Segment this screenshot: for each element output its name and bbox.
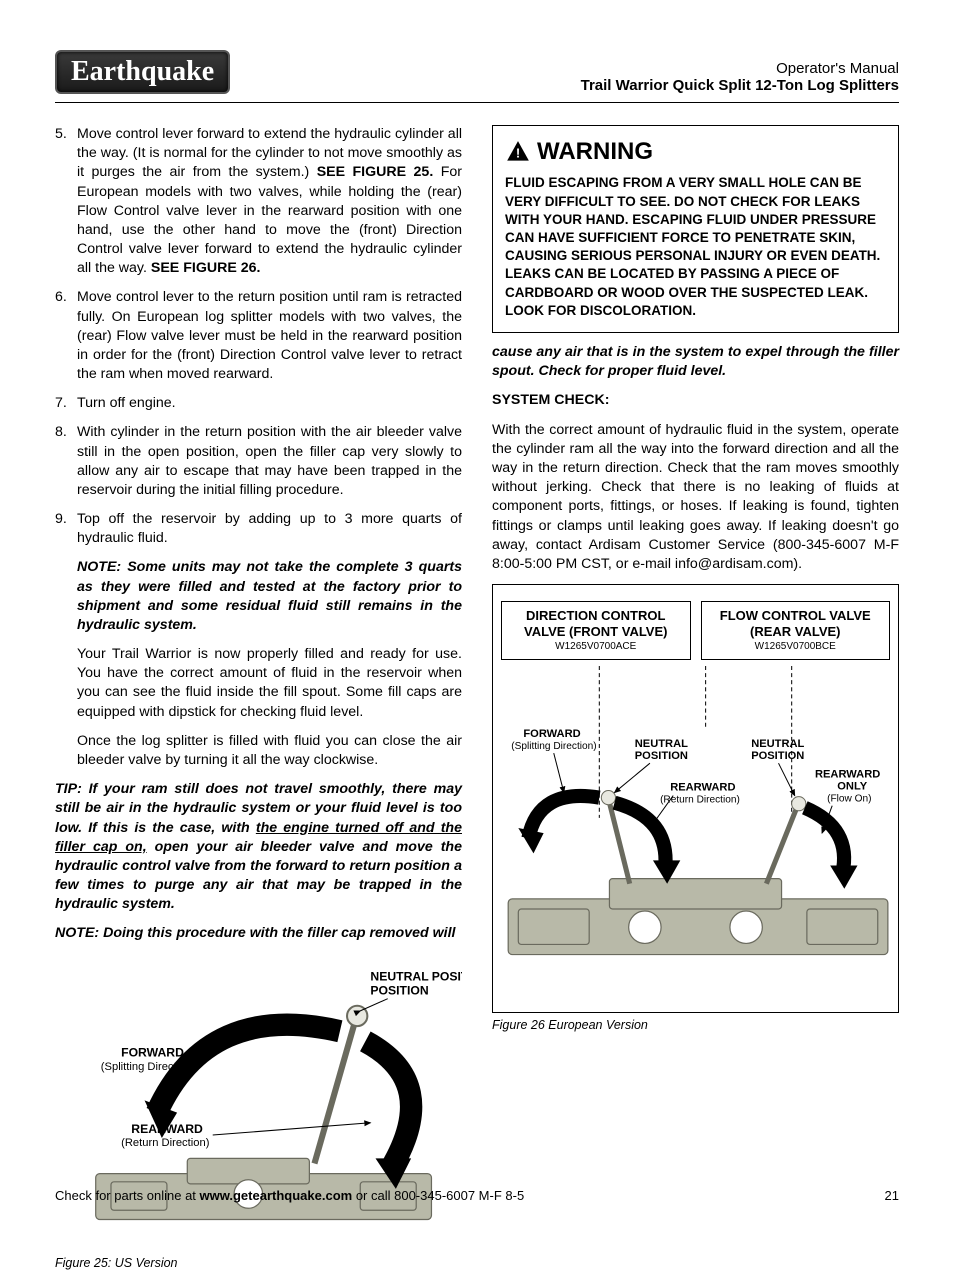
system-check-heading: SYSTEM CHECK: bbox=[492, 391, 899, 410]
flow-valve-box: FLOW CONTROL VALVE (REAR VALVE) W1265V07… bbox=[701, 601, 891, 660]
svg-text:FORWARD: FORWARD bbox=[523, 728, 580, 740]
svg-text:(Return Direction): (Return Direction) bbox=[660, 795, 740, 806]
svg-text:POSITION: POSITION bbox=[635, 750, 688, 762]
step-9: Top off the reservoir by adding up to 3 … bbox=[77, 510, 462, 548]
svg-text:!: ! bbox=[516, 146, 520, 161]
header-rule bbox=[55, 102, 899, 103]
warning-title: ! WARNING bbox=[505, 136, 886, 168]
figure-26-wrap: DIRECTION CONTROL VALVE (FRONT VALVE) W1… bbox=[492, 584, 899, 1013]
svg-text:POSITION: POSITION bbox=[370, 983, 428, 997]
product-title: Trail Warrior Quick Split 12-Ton Log Spl… bbox=[581, 77, 899, 94]
svg-text:NEUTRAL: NEUTRAL bbox=[751, 738, 804, 750]
left-column: 5.Move control lever forward to extend t… bbox=[55, 125, 462, 1271]
note-end: NOTE: Doing this procedure with the fill… bbox=[55, 924, 462, 943]
page-footer: Check for parts online at www.getearthqu… bbox=[55, 1188, 899, 1203]
svg-text:(Return Direction): (Return Direction) bbox=[121, 1137, 210, 1149]
note-9: NOTE: Some units may not take the comple… bbox=[77, 558, 462, 635]
svg-text:NEUTRAL: NEUTRAL bbox=[635, 738, 688, 750]
page-number: 21 bbox=[885, 1188, 899, 1203]
svg-text:NEUTRAL POSITION: NEUTRAL POSITION bbox=[370, 969, 462, 983]
para-close-valve: Once the log splitter is filled with flu… bbox=[77, 732, 462, 770]
step-7: Turn off engine. bbox=[77, 394, 462, 413]
warning-body: FLUID ESCAPING FROM A VERY SMALL HOLE CA… bbox=[505, 174, 886, 320]
svg-text:ONLY: ONLY bbox=[837, 781, 867, 793]
system-check-body: With the correct amount of hydraulic flu… bbox=[492, 421, 899, 574]
manual-label: Operator's Manual bbox=[581, 60, 899, 77]
step-6: Move control lever to the return positio… bbox=[77, 288, 462, 384]
svg-text:REARWARD: REARWARD bbox=[815, 768, 880, 780]
svg-text:FORWARD: FORWARD bbox=[121, 1045, 184, 1059]
cont-note: cause any air that is in the system to e… bbox=[492, 343, 899, 381]
figure-26-caption: Figure 26 European Version bbox=[492, 1017, 899, 1034]
svg-text:(Flow On): (Flow On) bbox=[827, 794, 871, 805]
page-header: Earthquake Operator's Manual Trail Warri… bbox=[55, 50, 899, 94]
figure-26-diagram: FORWARD (Splitting Direction) NEUTRAL PO… bbox=[493, 666, 898, 1000]
svg-text:REARWARD: REARWARD bbox=[131, 1122, 203, 1136]
brand-logo: Earthquake bbox=[55, 50, 230, 94]
tip: TIP: If your ram still does not travel s… bbox=[55, 780, 462, 914]
step-5: Move control lever forward to extend the… bbox=[77, 125, 462, 278]
footer-left: Check for parts online at www.getearthqu… bbox=[55, 1188, 524, 1203]
right-column: ! WARNING FLUID ESCAPING FROM A VERY SMA… bbox=[492, 125, 899, 1271]
svg-text:REARWARD: REARWARD bbox=[670, 782, 735, 794]
para-filled: Your Trail Warrior is now properly fille… bbox=[77, 645, 462, 722]
direction-valve-box: DIRECTION CONTROL VALVE (FRONT VALVE) W1… bbox=[501, 601, 691, 660]
warning-icon: ! bbox=[505, 139, 531, 165]
warning-box: ! WARNING FLUID ESCAPING FROM A VERY SMA… bbox=[492, 125, 899, 333]
step-8: With cylinder in the return position wit… bbox=[77, 423, 462, 500]
figure-25-caption: Figure 25: US Version bbox=[55, 1255, 462, 1271]
svg-text:POSITION: POSITION bbox=[751, 750, 804, 762]
svg-text:(Splitting Direction): (Splitting Direction) bbox=[101, 1060, 196, 1072]
svg-text:(Splitting Direction): (Splitting Direction) bbox=[511, 741, 596, 752]
header-right: Operator's Manual Trail Warrior Quick Sp… bbox=[581, 60, 899, 94]
